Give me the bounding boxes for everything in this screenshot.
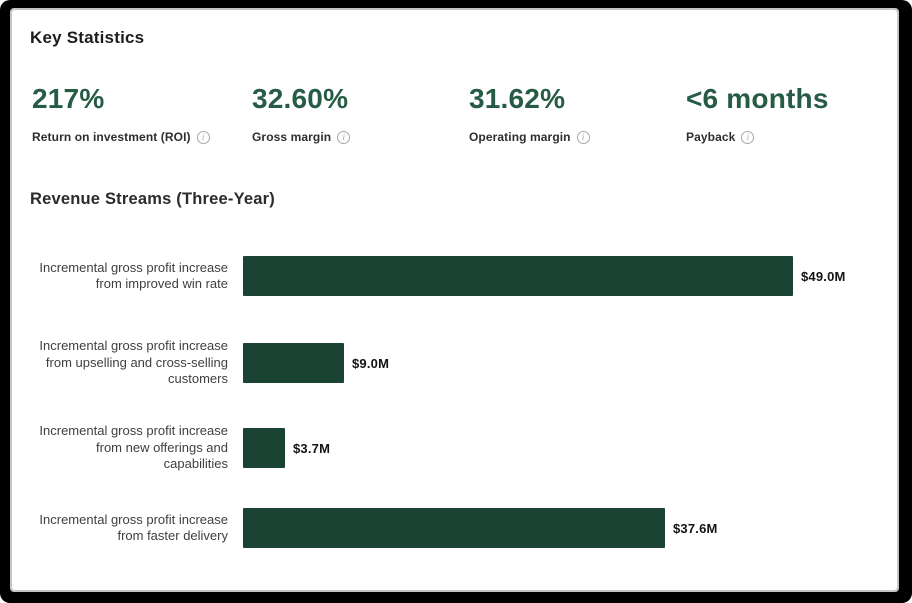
stat-roi-label: Return on investment (ROI)	[32, 130, 191, 145]
revenue-streams-chart: Incremental gross profit increase from i…	[12, 10, 897, 590]
info-icon[interactable]: i	[741, 130, 755, 144]
bar-value: $9.0M	[352, 355, 390, 371]
revenue-streams-title: Revenue Streams (Three-Year)	[30, 190, 275, 208]
stat-payback-label: Payback	[686, 130, 736, 145]
bar-label: Incremental gross profit increase from i…	[39, 259, 228, 292]
key-statistics-title: Key Statistics	[30, 28, 145, 47]
info-icon[interactable]: i	[196, 130, 210, 144]
stat-operating-margin-value: 31.62%	[469, 83, 566, 114]
bar	[243, 256, 793, 296]
chart-row: Incremental gross profit increase from n…	[12, 423, 897, 471]
chart-row: Incremental gross profit increase from f…	[12, 508, 897, 548]
info-icon[interactable]: i	[337, 130, 351, 144]
bar-label: Incremental gross profit increase from u…	[39, 338, 228, 387]
stat-operating-margin-label: Operating margin	[469, 130, 571, 145]
stat-gross-margin: 32.60% Gross margin i	[252, 83, 351, 145]
bar-label: Incremental gross profit increase from n…	[39, 423, 228, 472]
bar-label: Incremental gross profit increase from f…	[39, 511, 228, 544]
stat-roi-value: 217%	[32, 83, 105, 114]
stat-gross-margin-value: 32.60%	[252, 83, 349, 114]
report-card: Key Statistics 217% Return on investment…	[10, 8, 899, 592]
stat-operating-margin: 31.62% Operating margin i	[469, 84, 590, 144]
bar-value: $3.7M	[293, 440, 331, 456]
bar	[243, 428, 285, 468]
bar	[243, 508, 665, 548]
bar	[243, 343, 344, 383]
chart-row: Incremental gross profit increase from i…	[12, 256, 897, 296]
info-icon[interactable]: i	[576, 130, 590, 144]
chart-row: Incremental gross profit increase from u…	[12, 338, 897, 386]
bar-value: $37.6M	[673, 520, 718, 536]
stat-gross-margin-label: Gross margin	[252, 130, 332, 145]
stat-roi: 217% Return on investment (ROI) i	[32, 84, 210, 144]
stat-payback-value: <6 months	[686, 83, 829, 114]
bar-value: $49.0M	[801, 268, 846, 284]
stat-payback: <6 months Payback i	[686, 83, 829, 145]
